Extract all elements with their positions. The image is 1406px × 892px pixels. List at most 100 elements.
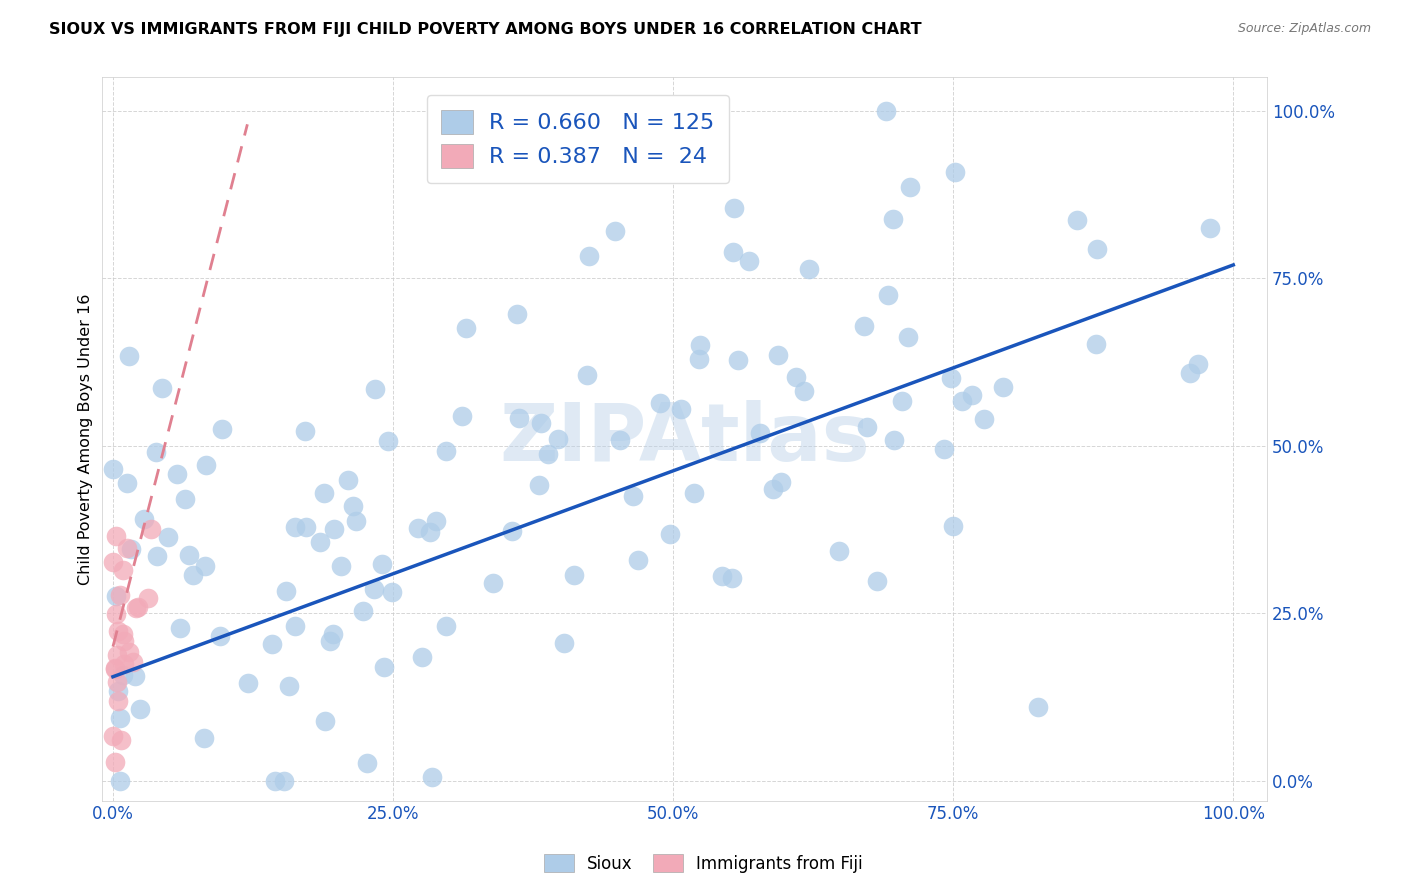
- Point: [609, 433, 631, 447]
- Point: [364, 382, 387, 396]
- Point: [688, 352, 710, 367]
- Point: [107, 694, 129, 708]
- Point: [419, 524, 441, 539]
- Point: [411, 650, 433, 665]
- Point: [562, 568, 585, 582]
- Point: [932, 442, 955, 456]
- Point: [118, 350, 141, 364]
- Text: ZIPAtlas: ZIPAtlas: [499, 400, 870, 478]
- Point: [342, 500, 364, 514]
- Point: [169, 622, 191, 636]
- Point: [129, 702, 152, 716]
- Point: [450, 409, 472, 423]
- Point: [179, 548, 201, 562]
- Point: [150, 381, 173, 395]
- Point: [145, 445, 167, 459]
- Point: [942, 519, 965, 533]
- Point: [530, 416, 553, 430]
- Point: [104, 529, 127, 543]
- Point: [456, 321, 478, 335]
- Point: [502, 524, 524, 538]
- Point: [337, 473, 360, 487]
- Point: [950, 394, 973, 409]
- Point: [105, 607, 128, 621]
- Point: [117, 475, 139, 490]
- Point: [103, 662, 125, 676]
- Point: [866, 574, 889, 589]
- Point: [103, 729, 125, 743]
- Point: [738, 253, 761, 268]
- Point: [1066, 213, 1088, 227]
- Point: [363, 582, 385, 596]
- Point: [115, 541, 138, 555]
- Point: [527, 477, 550, 491]
- Point: [877, 288, 900, 302]
- Point: [263, 773, 285, 788]
- Point: [104, 589, 127, 603]
- Point: [262, 637, 284, 651]
- Point: [319, 633, 342, 648]
- Point: [727, 353, 749, 368]
- Point: [295, 520, 318, 534]
- Point: [711, 568, 734, 582]
- Point: [236, 676, 259, 690]
- Point: [353, 604, 375, 618]
- Point: [380, 585, 402, 599]
- Point: [104, 661, 127, 675]
- Point: [406, 521, 429, 535]
- Point: [828, 544, 851, 558]
- Point: [553, 635, 575, 649]
- Point: [377, 434, 399, 448]
- Point: [762, 483, 785, 497]
- Point: [118, 645, 141, 659]
- Point: [659, 527, 682, 541]
- Point: [891, 393, 914, 408]
- Point: [125, 600, 148, 615]
- Point: [370, 557, 392, 571]
- Point: [669, 402, 692, 417]
- Point: [344, 514, 367, 528]
- Point: [209, 629, 232, 643]
- Point: [373, 660, 395, 674]
- Point: [105, 648, 128, 662]
- Point: [506, 307, 529, 321]
- Point: [721, 571, 744, 585]
- Point: [962, 388, 984, 402]
- Legend: Sioux, Immigrants from Fiji: Sioux, Immigrants from Fiji: [537, 847, 869, 880]
- Point: [973, 412, 995, 426]
- Point: [627, 553, 650, 567]
- Point: [770, 475, 793, 489]
- Point: [356, 756, 378, 771]
- Point: [578, 249, 600, 263]
- Point: [991, 380, 1014, 394]
- Point: [329, 558, 352, 573]
- Point: [508, 410, 530, 425]
- Point: [146, 549, 169, 563]
- Point: [650, 396, 672, 410]
- Point: [294, 424, 316, 438]
- Point: [314, 714, 336, 728]
- Point: [104, 755, 127, 769]
- Point: [482, 576, 505, 591]
- Point: [101, 555, 124, 569]
- Text: SIOUX VS IMMIGRANTS FROM FIJI CHILD POVERTY AMONG BOYS UNDER 16 CORRELATION CHAR: SIOUX VS IMMIGRANTS FROM FIJI CHILD POVE…: [49, 22, 922, 37]
- Point: [105, 674, 128, 689]
- Point: [284, 519, 307, 533]
- Point: [420, 770, 443, 784]
- Point: [273, 773, 295, 788]
- Point: [166, 467, 188, 481]
- Point: [314, 486, 336, 500]
- Point: [723, 202, 745, 216]
- Text: Source: ZipAtlas.com: Source: ZipAtlas.com: [1237, 22, 1371, 36]
- Point: [749, 426, 772, 441]
- Point: [322, 626, 344, 640]
- Point: [101, 462, 124, 476]
- Legend: R = 0.660   N = 125, R = 0.387   N =  24: R = 0.660 N = 125, R = 0.387 N = 24: [427, 95, 730, 183]
- Point: [308, 534, 330, 549]
- Point: [194, 559, 217, 574]
- Point: [785, 369, 807, 384]
- Point: [120, 541, 142, 556]
- Point: [134, 512, 156, 526]
- Point: [108, 711, 131, 725]
- Point: [112, 633, 135, 648]
